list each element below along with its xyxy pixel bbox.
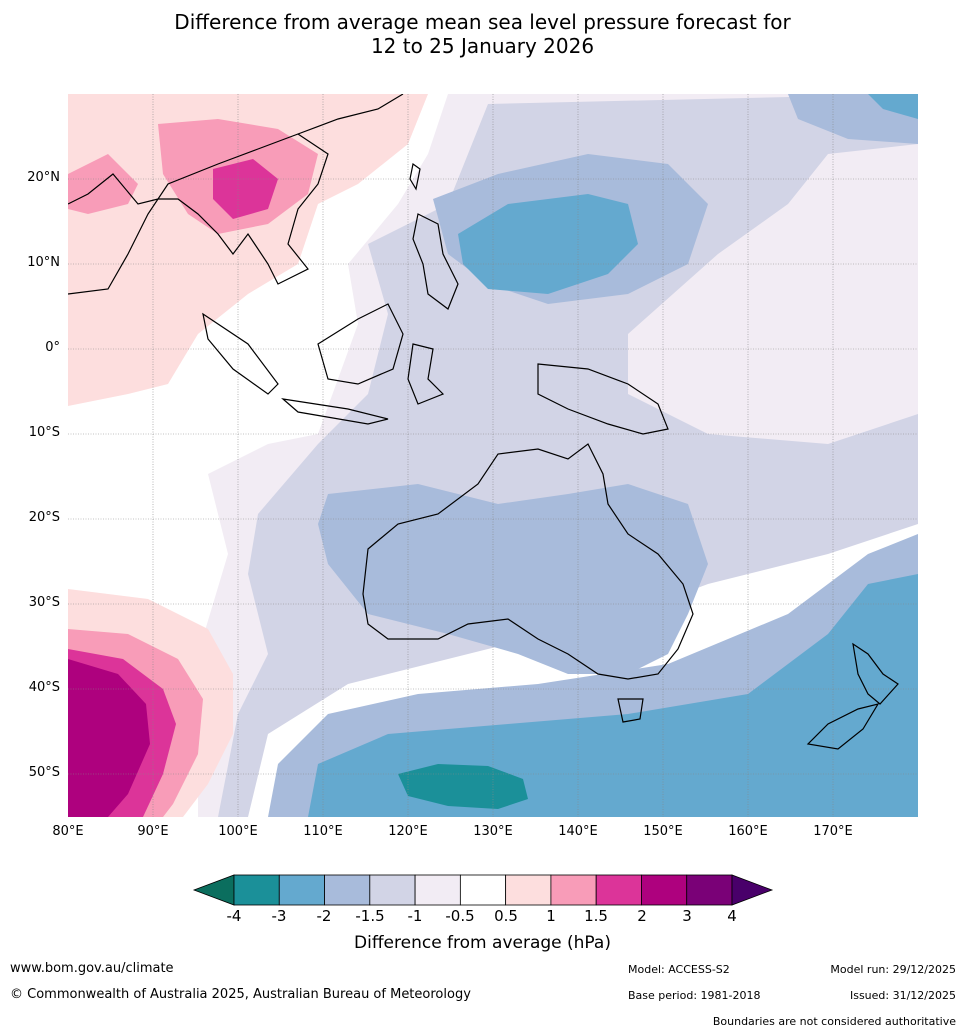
lat-label: 10°S bbox=[28, 425, 60, 440]
colorbar-swatch bbox=[641, 874, 688, 906]
colorbar-tick: 4 bbox=[727, 907, 737, 925]
china-coast bbox=[297, 93, 404, 135]
footer-copyright: © Commonwealth of Australia 2025, Austra… bbox=[10, 987, 471, 1002]
colorbar-title: Difference from average (hPa) bbox=[354, 933, 611, 953]
colorbar-arrow-high bbox=[731, 874, 774, 906]
colorbar-tick: -0.5 bbox=[445, 907, 475, 925]
lon-label: 130°E bbox=[473, 824, 513, 839]
borneo-coast bbox=[317, 303, 404, 385]
colorbar-swatch bbox=[324, 874, 371, 906]
graticule bbox=[68, 94, 918, 817]
lon-label: 150°E bbox=[643, 824, 683, 839]
colorbar-swatch bbox=[686, 874, 733, 906]
colorbar-tick: -1 bbox=[407, 907, 423, 925]
taiwan-coast bbox=[409, 162, 421, 191]
contour-neg-blue-south bbox=[308, 574, 918, 817]
lon-label: 110°E bbox=[303, 824, 343, 839]
contour-neg-lightblue-aus bbox=[318, 484, 708, 674]
tasmania-coast bbox=[617, 698, 644, 723]
colorbar-swatch bbox=[459, 874, 507, 906]
contour-neg-blue-north bbox=[458, 194, 638, 294]
new-guinea-coast bbox=[537, 363, 669, 435]
title-line-1: Difference from average mean sea level p… bbox=[174, 10, 791, 34]
lon-label: 90°E bbox=[137, 824, 169, 839]
contour-pos-light-nw bbox=[68, 94, 428, 406]
lat-label: 20°N bbox=[27, 170, 60, 185]
lon-label: 100°E bbox=[218, 824, 258, 839]
colorbar-swatch bbox=[414, 874, 461, 906]
colorbar-tick: -1.5 bbox=[355, 907, 385, 925]
footer-disclaimer: Boundaries are not considered authoritat… bbox=[712, 1015, 956, 1028]
lon-label: 160°E bbox=[728, 824, 768, 839]
contour-neg-teal bbox=[398, 764, 528, 809]
footer-issued: Issued: 31/12/2025 bbox=[849, 989, 956, 1002]
footer-model-run: Model run: 29/12/2025 bbox=[830, 963, 956, 976]
lon-label: 80°E bbox=[52, 824, 84, 839]
colorbar-tick: -3 bbox=[271, 907, 287, 925]
new-zealand-north bbox=[852, 642, 899, 705]
sulawesi-coast bbox=[407, 343, 445, 405]
contour-neg-blue-ne bbox=[868, 94, 918, 119]
title-line-2: 12 to 25 January 2026 bbox=[370, 34, 595, 58]
colorbar-tick: 1 bbox=[546, 907, 556, 925]
australia-coast bbox=[362, 443, 694, 680]
lat-label: 0° bbox=[45, 340, 60, 355]
philippines-coast bbox=[412, 213, 459, 310]
colorbar-tick: -4 bbox=[226, 907, 242, 925]
colorbar-swatch bbox=[233, 874, 280, 906]
contour-pos-sw-deep bbox=[68, 659, 150, 817]
footer-url[interactable]: www.bom.gov.au/climate bbox=[10, 961, 174, 976]
lon-label: 120°E bbox=[388, 824, 428, 839]
coastlines bbox=[67, 93, 899, 750]
colorbar-tick: 0.5 bbox=[494, 907, 518, 925]
colorbar-swatch bbox=[595, 874, 642, 906]
colorbar-tick: 2 bbox=[637, 907, 647, 925]
colorbar-arrow-low bbox=[192, 874, 235, 906]
colorbar-tick: -2 bbox=[316, 907, 332, 925]
contour-pos-magenta-asia bbox=[213, 159, 278, 219]
colorbar-swatch bbox=[278, 874, 325, 906]
lon-label: 170°E bbox=[813, 824, 853, 839]
lat-label: 10°N bbox=[27, 255, 60, 270]
java-coast bbox=[281, 398, 389, 425]
pressure-anomaly-map bbox=[67, 93, 918, 817]
footer-model: Model: ACCESS-S2 bbox=[628, 963, 730, 976]
contour-neg-lavender bbox=[218, 94, 918, 817]
footer-base-period: Base period: 1981-2018 bbox=[628, 989, 761, 1002]
colorbar-swatch bbox=[550, 874, 597, 906]
lat-label: 50°S bbox=[28, 765, 60, 780]
colorbar-tick: 1.5 bbox=[584, 907, 608, 925]
new-zealand-south bbox=[806, 703, 880, 750]
sumatra-coast bbox=[202, 312, 279, 395]
contour-pos-pink-india bbox=[68, 154, 138, 214]
colorbar-swatch bbox=[369, 874, 416, 906]
colorbar-swatch bbox=[505, 874, 552, 906]
lon-label: 140°E bbox=[558, 824, 598, 839]
colorbar bbox=[192, 874, 774, 906]
map-svg bbox=[67, 93, 918, 817]
colorbar-tick: 3 bbox=[682, 907, 692, 925]
lat-label: 30°S bbox=[28, 595, 60, 610]
lat-label: 20°S bbox=[28, 510, 60, 525]
asia-coast bbox=[67, 133, 329, 295]
lat-label: 40°S bbox=[28, 680, 60, 695]
map-title: Difference from average mean sea level p… bbox=[0, 10, 965, 58]
